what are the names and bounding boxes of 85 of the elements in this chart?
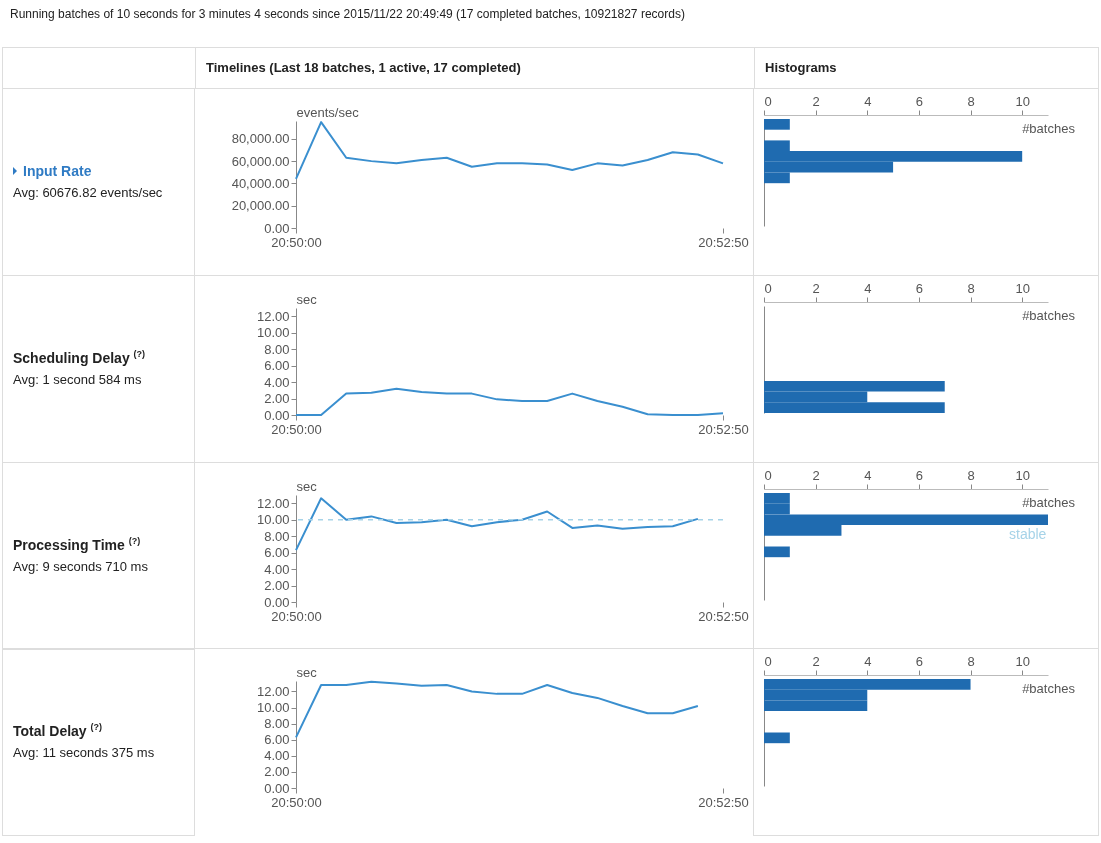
y-tick-label: 80,000.00 [231, 131, 290, 147]
x-tick-label: 0 [764, 653, 772, 669]
line-series [295, 121, 724, 180]
text: Running batches of 10 seconds for 3 minutes 4 seconds since 2015/11/22 20:49:49 (17 completed batches, 10921827 records) [10, 7, 685, 21]
x-tick-label: 4 [864, 93, 872, 109]
x-tick-label: 10 [1015, 93, 1030, 109]
x-tick-label: 20:50:00 [271, 421, 322, 437]
x-tick-label: 0 [764, 280, 772, 296]
text: Scheduling Delay $^{(?)}$ [13, 349, 146, 366]
text: Histograms [765, 60, 837, 75]
x-tick-label: 10 [1015, 280, 1030, 296]
x-tick-label: 8 [967, 93, 975, 109]
y-tick-label: 8.00 [264, 341, 290, 357]
line-series [295, 497, 699, 552]
y-tick-label: 2.00 [264, 578, 290, 594]
y-tick-label: 6.00 [264, 358, 290, 374]
text: Avg: 60676.82 events/sec [13, 183, 164, 202]
y-tick-label: 6.00 [264, 545, 290, 561]
x-tick-label: 4 [864, 653, 872, 669]
x-tick-label: 10 [1015, 653, 1030, 669]
y-tick-label: 4.00 [264, 561, 290, 577]
x-axis-title: #batches [1022, 307, 1076, 323]
line-series [295, 680, 699, 739]
x-tick-label: 20:50:00 [271, 794, 322, 810]
x-tick-label: 20:50:00 [271, 608, 322, 624]
bar [764, 119, 790, 130]
y-tick-label: 4.00 [264, 374, 290, 390]
y-axis-title: sec [296, 478, 318, 494]
y-tick-label: 12.00 [256, 683, 290, 699]
text: Avg: 1 second 584 ms [13, 370, 143, 389]
text: Input Rate [23, 162, 92, 179]
bar [764, 546, 790, 558]
x-tick-label: 6 [915, 93, 924, 109]
y-tick-label: 2.00 [264, 391, 290, 407]
text: Avg: 9 seconds 710 ms [13, 557, 149, 576]
x-tick-label: 20:50:00 [271, 234, 322, 250]
x-tick-label: 6 [915, 467, 924, 483]
x-tick-label: 4 [864, 467, 872, 483]
y-tick-label: 10.00 [256, 700, 290, 716]
y-tick-label: 8.00 [264, 528, 290, 544]
x-axis-title: #batches [1022, 494, 1076, 510]
y-axis-title: events/sec [296, 104, 360, 120]
x-tick-label: 0 [764, 93, 772, 109]
y-tick-label: 0.00 [264, 780, 290, 796]
text: Total Delay $^{(?)}$ [13, 722, 103, 739]
y-tick-label: 0.00 [264, 407, 290, 423]
x-tick-label: 10 [1015, 467, 1030, 483]
x-tick-label: 0 [764, 467, 772, 483]
y-tick-label: 2.00 [264, 764, 290, 780]
text: Timelines (Last 18 batches, 1 active, 17 completed) [206, 60, 521, 75]
line-series [295, 387, 724, 416]
y-tick-label: 8.00 [264, 716, 290, 732]
x-tick-label: 8 [967, 280, 975, 296]
y-tick-label: 20,000.00 [231, 198, 290, 214]
bar [764, 732, 790, 744]
x-tick-label: 2 [812, 467, 820, 483]
y-tick-label: 4.00 [264, 748, 290, 764]
x-axis-title: #batches [1022, 120, 1076, 136]
x-tick-label: 6 [915, 280, 924, 296]
x-tick-label: 2 [812, 280, 820, 296]
y-tick-label: 6.00 [264, 732, 290, 748]
x-tick-label: 8 [967, 467, 975, 483]
x-axis-title: #batches [1022, 680, 1076, 696]
x-tick-label: 20:52:50 [698, 234, 749, 250]
annotation: stable [1009, 526, 1047, 542]
x-tick-label: 20:52:50 [698, 794, 749, 810]
x-tick-label: 6 [915, 653, 924, 669]
text: Processing Time $^{(?)}$ [13, 536, 141, 553]
y-tick-label: 40,000.00 [231, 175, 290, 191]
x-tick-label: 20:52:50 [698, 608, 749, 624]
y-tick-label: 10.00 [256, 325, 290, 341]
y-tick-label: 12.00 [256, 495, 290, 511]
y-axis-title: sec [296, 664, 318, 680]
x-tick-label: 8 [967, 653, 975, 669]
text: Avg: 11 seconds 375 ms [13, 743, 156, 762]
y-tick-label: 0.00 [264, 220, 290, 236]
y-axis-title: sec [296, 291, 318, 307]
x-tick-label: 2 [812, 93, 820, 109]
y-tick-label: 10.00 [256, 512, 290, 528]
y-tick-label: 12.00 [256, 308, 290, 324]
x-tick-label: 20:52:50 [698, 421, 749, 437]
x-tick-label: 2 [812, 653, 820, 669]
y-tick-label: 0.00 [264, 594, 290, 610]
x-tick-label: 4 [864, 280, 872, 296]
y-tick-label: 60,000.00 [231, 153, 290, 169]
